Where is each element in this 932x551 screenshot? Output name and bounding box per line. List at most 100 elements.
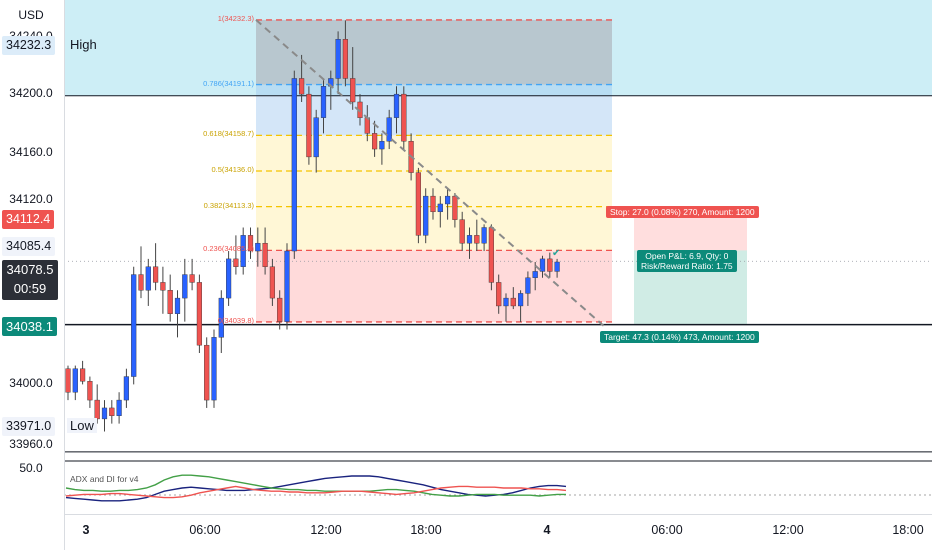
candle-body bbox=[474, 235, 480, 244]
candle-body bbox=[510, 297, 516, 307]
indicator-tick: 50.0 bbox=[19, 461, 43, 475]
candle-body bbox=[488, 227, 495, 283]
candle-body bbox=[87, 381, 93, 401]
risk-reward-text: Risk/Reward Ratio: 1.75 bbox=[641, 261, 733, 271]
candle-body bbox=[320, 86, 327, 118]
candle-body bbox=[554, 261, 560, 272]
current-price-tag: 34078.5 00:59 bbox=[2, 260, 58, 300]
candle-body bbox=[313, 117, 319, 158]
time-tick: 06:00 bbox=[189, 523, 221, 537]
candle-body bbox=[211, 337, 217, 401]
high-price-tag: 34232.3 bbox=[2, 36, 56, 55]
fib-level-label: 0.618(34158.7) bbox=[203, 129, 254, 139]
candle-body bbox=[423, 195, 429, 236]
candle-body bbox=[532, 271, 538, 278]
pnl-text: Open P&L: 6.9, Qty: 0 bbox=[645, 251, 729, 261]
price-tick: 33960.0 bbox=[9, 437, 53, 451]
candle-body bbox=[269, 266, 276, 299]
candle-body bbox=[233, 258, 239, 267]
candle-body bbox=[247, 235, 254, 252]
axis-separator bbox=[64, 0, 65, 550]
time-tick: 18:00 bbox=[892, 523, 924, 537]
candle-body bbox=[138, 274, 144, 291]
time-tick: 12:00 bbox=[772, 523, 804, 537]
target-price-tag: 34038.1 bbox=[2, 317, 57, 336]
candle-body bbox=[547, 258, 553, 272]
candle-body bbox=[393, 93, 400, 118]
candle-body bbox=[415, 172, 422, 236]
fib-level-label: 1(34232.3) bbox=[217, 13, 254, 23]
candle-body bbox=[196, 282, 203, 346]
fib-zone bbox=[256, 206, 612, 251]
candle-body bbox=[101, 407, 108, 420]
entry-price-tag: 34085.4 bbox=[2, 237, 56, 256]
candle-body bbox=[240, 235, 246, 267]
fib-level-label: 0.5(34136.0) bbox=[211, 165, 254, 175]
price-tick: 34000.0 bbox=[9, 376, 53, 390]
candle-body bbox=[430, 195, 436, 213]
candle-body bbox=[79, 368, 86, 382]
bar-countdown: 00:59 bbox=[13, 281, 47, 296]
currency-label[interactable]: USD bbox=[18, 8, 44, 22]
low-value: 33971.0 bbox=[6, 419, 52, 433]
stop-info: Stop: 27.0 (0.08%) 270, Amount: 1200 bbox=[606, 206, 759, 218]
candle-body bbox=[123, 376, 130, 401]
price-tick: 34160.0 bbox=[9, 145, 53, 159]
trend-line bbox=[255, 19, 607, 329]
candle-body bbox=[386, 117, 392, 142]
stop-price-tag: 34112.4 bbox=[2, 210, 55, 229]
candle-body bbox=[109, 407, 115, 416]
candle-body bbox=[299, 78, 305, 95]
candle-body bbox=[437, 203, 443, 213]
candle-body bbox=[152, 266, 159, 283]
time-tick: 12:00 bbox=[310, 523, 342, 537]
candle-body bbox=[225, 258, 232, 299]
candle-body bbox=[335, 39, 341, 79]
time-tick: 4 bbox=[543, 523, 551, 537]
pnl-info: Open P&L: 6.9, Qty: 0 Risk/Reward Ratio:… bbox=[637, 250, 737, 272]
price-tick: 34200.0 bbox=[9, 86, 53, 100]
candle-body bbox=[401, 93, 407, 142]
target-info: Target: 47.3 (0.14%) 473, Amount: 1200 bbox=[600, 331, 759, 343]
candle-body bbox=[145, 266, 151, 291]
candle-body bbox=[116, 399, 122, 416]
candle-body bbox=[131, 274, 137, 377]
candle-body bbox=[306, 93, 312, 158]
candle-body bbox=[204, 344, 210, 401]
fib-zone bbox=[256, 19, 612, 85]
candle-body bbox=[277, 297, 283, 322]
candle-body bbox=[65, 368, 71, 393]
time-tick: 06:00 bbox=[651, 523, 683, 537]
candle-body bbox=[539, 258, 546, 272]
candle-body bbox=[284, 250, 290, 322]
candle-body bbox=[160, 282, 166, 291]
fib-level-label: 0.382(34113.3) bbox=[203, 200, 254, 210]
fib-level-label: 0(34039.8) bbox=[217, 315, 254, 325]
candle-body bbox=[372, 133, 378, 150]
candle-body bbox=[503, 297, 509, 307]
candle-body bbox=[72, 368, 78, 393]
candle-body bbox=[262, 242, 268, 267]
candle-body bbox=[255, 242, 261, 252]
candle-body bbox=[452, 195, 458, 220]
candle-body bbox=[182, 274, 188, 299]
di-plus-line bbox=[65, 474, 566, 497]
candle-body bbox=[167, 290, 173, 314]
check-icon: ✔ bbox=[552, 248, 561, 259]
low-price-tag: 33971.0 bbox=[2, 417, 56, 436]
candle-body bbox=[459, 219, 465, 244]
fib-zone bbox=[256, 250, 612, 322]
candle-body bbox=[466, 235, 473, 244]
indicator-title[interactable]: ADX and DI for v4 bbox=[70, 474, 139, 484]
fib-level-label: 0.786(34191.1) bbox=[203, 78, 254, 88]
time-axis[interactable] bbox=[64, 514, 932, 551]
high-zone bbox=[64, 0, 932, 96]
candle-body bbox=[218, 297, 224, 338]
di-minus-line bbox=[65, 485, 567, 499]
candle-body bbox=[189, 274, 195, 283]
candle-body bbox=[496, 282, 502, 307]
price-tick: 34120.0 bbox=[9, 192, 53, 206]
time-tick: 18:00 bbox=[410, 523, 442, 537]
